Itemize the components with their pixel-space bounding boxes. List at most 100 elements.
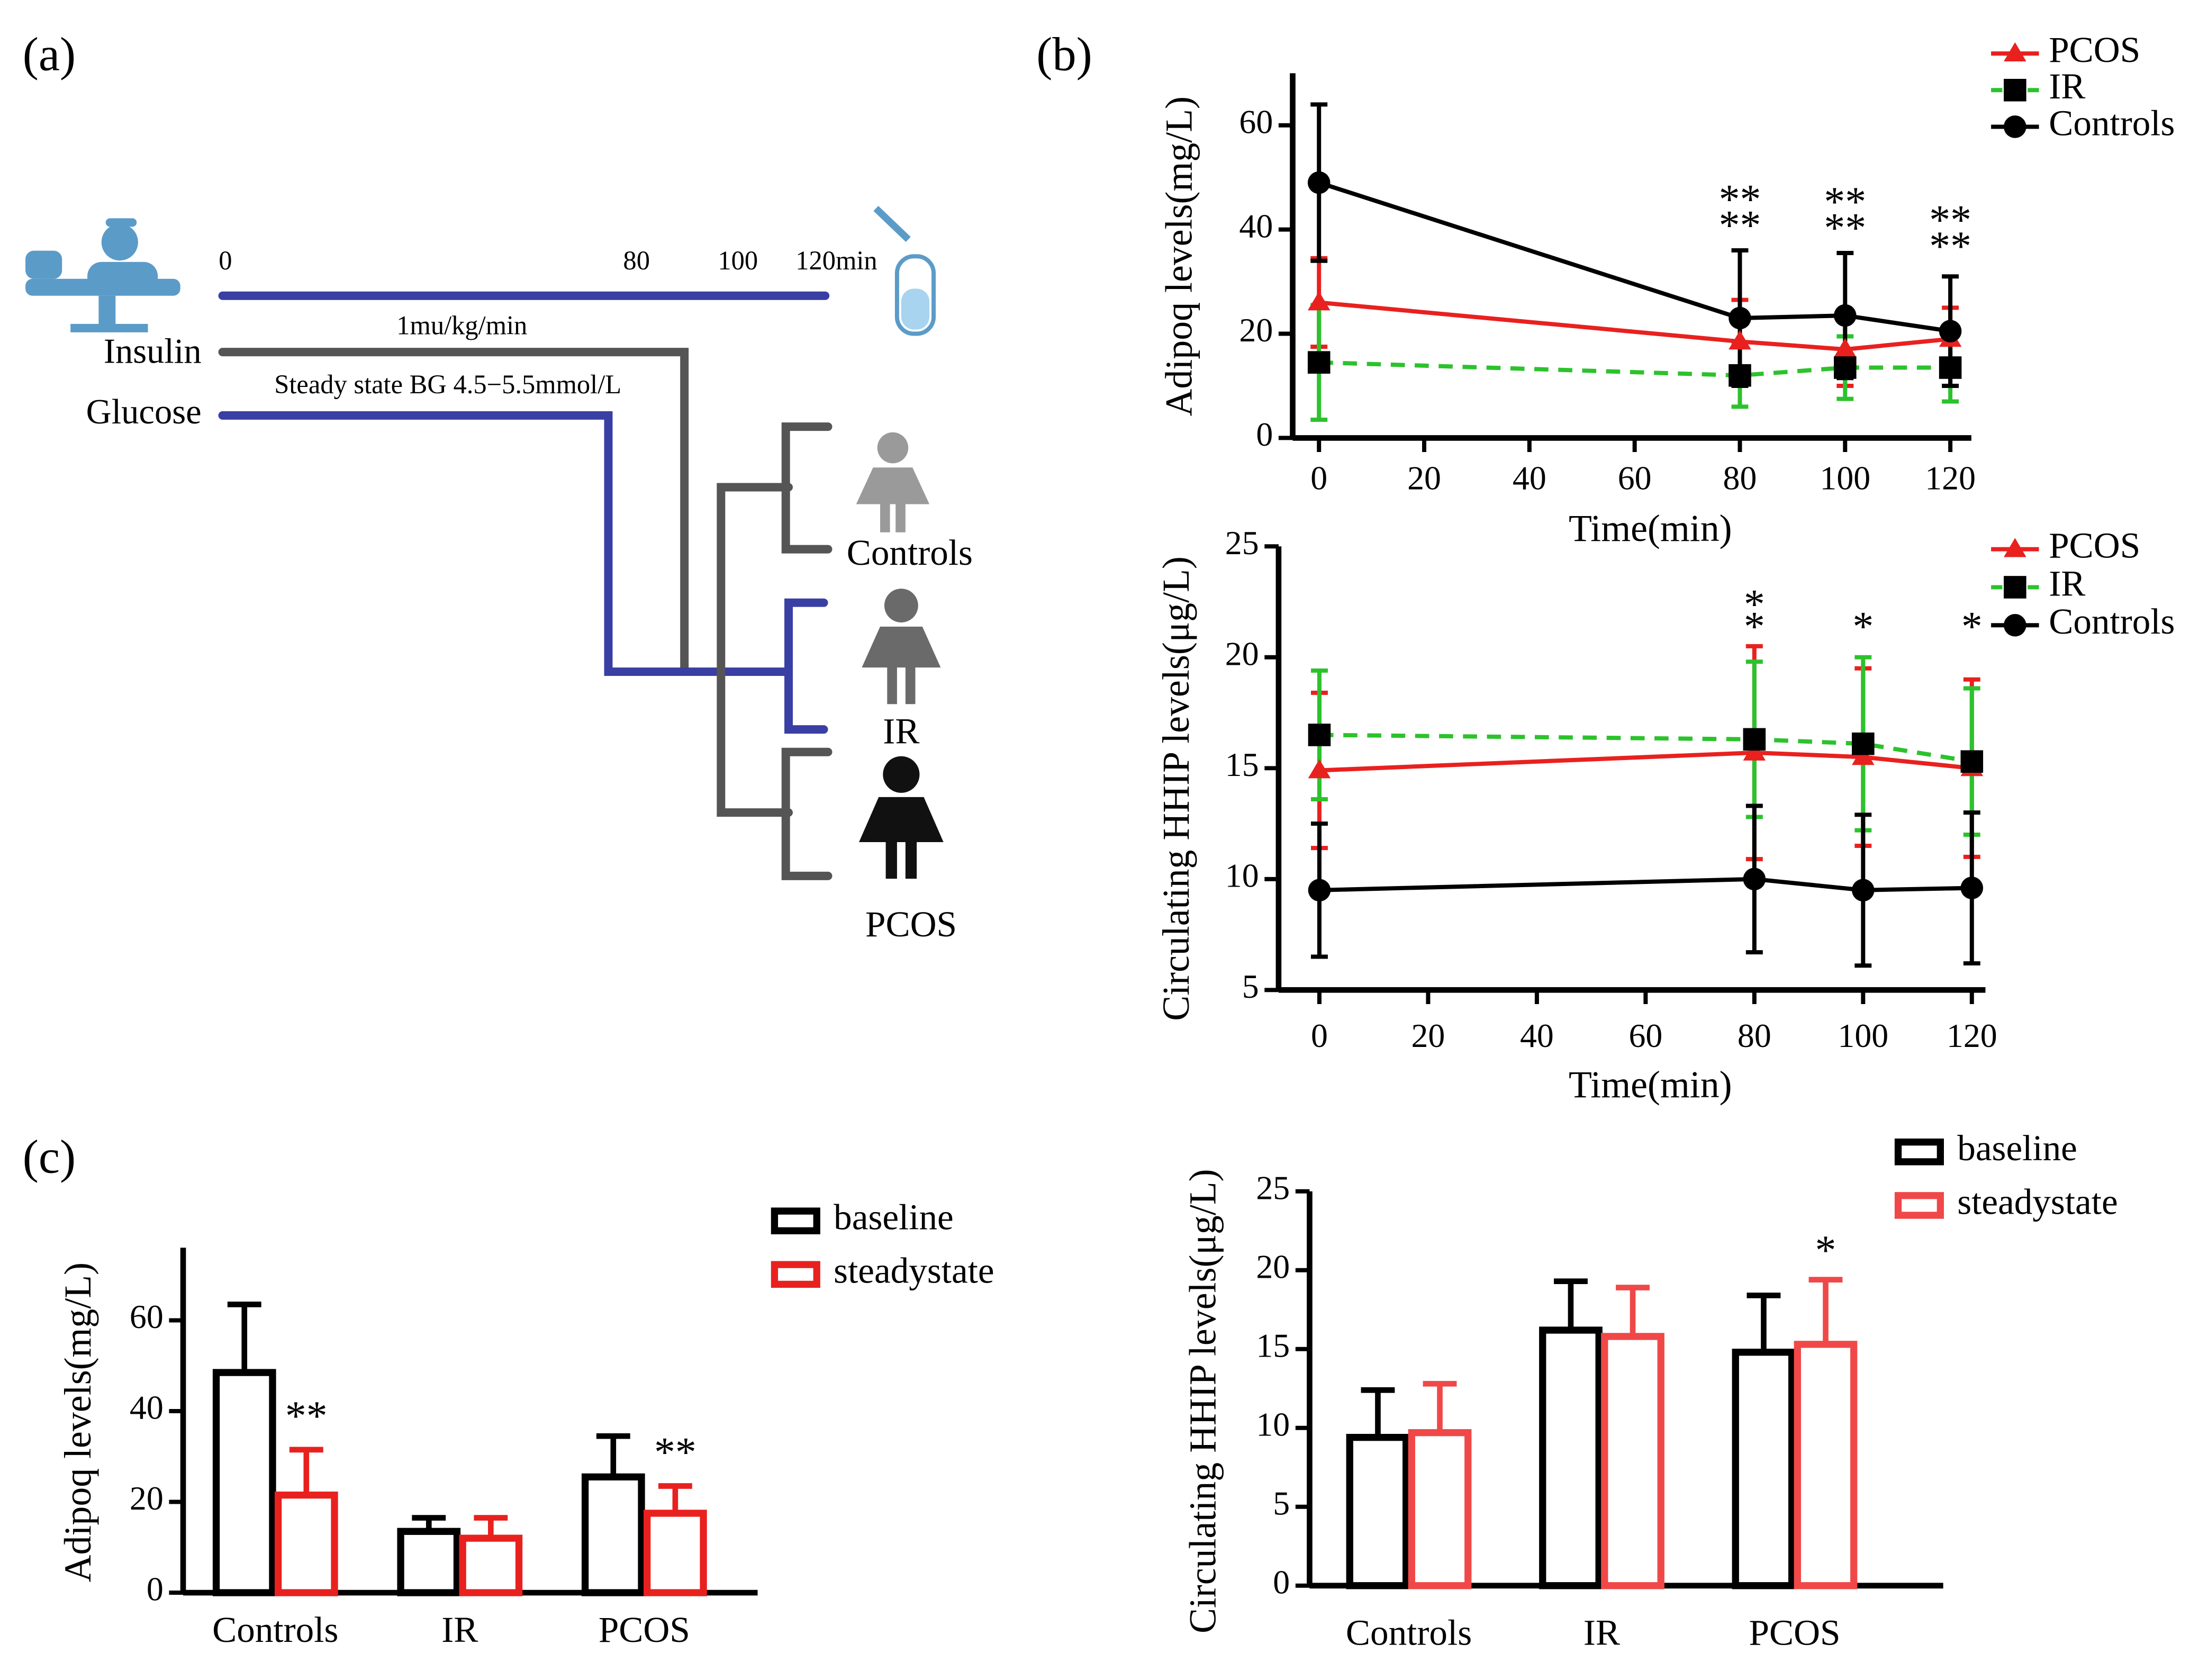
marker — [1308, 759, 1331, 779]
time-label: 120min — [795, 246, 877, 275]
x-tick-label: 40 — [1513, 459, 1546, 497]
marker — [2004, 42, 2026, 61]
y-tick-label: 20 — [1256, 1248, 1290, 1285]
time-label: 100 — [718, 246, 758, 275]
bar — [1732, 1349, 1796, 1589]
legend-label: IR — [2049, 66, 2086, 106]
annotation: ** — [1929, 223, 1971, 269]
x-tick-label: IR — [441, 1609, 478, 1650]
steady-label: Steady state BG 4.5−5.5mmol/L — [274, 369, 621, 399]
y-axis-label: Circulating HHIP levels(μg/L) — [1182, 1169, 1224, 1633]
y-axis-label: Circulating HHIP levels(μg/L) — [1155, 556, 1197, 1021]
y-tick-label: 40 — [130, 1389, 164, 1426]
y-axis-label: Adipoq levels(mg/L) — [57, 1262, 99, 1582]
bar — [397, 1528, 461, 1596]
y-tick-label: 0 — [147, 1570, 164, 1608]
marker — [2004, 613, 2026, 637]
y-tick-label: 15 — [1225, 746, 1259, 783]
y-tick-label: 10 — [1225, 856, 1259, 894]
marker — [1729, 364, 1751, 387]
y-tick-label: 5 — [1273, 1484, 1290, 1522]
series-line — [1319, 877, 1972, 892]
legend-label: baseline — [1957, 1127, 2077, 1168]
patient-icon — [25, 218, 180, 332]
annotation: ** — [1719, 176, 1761, 223]
annotation: * — [1744, 581, 1765, 628]
annotation: * — [1815, 1227, 1836, 1273]
bar — [644, 1510, 707, 1596]
marker — [1960, 877, 1984, 899]
time-label: 0 — [219, 246, 232, 275]
diagram: 0 80 100 120min 1mu/kg/min Insulin Stead… — [25, 205, 973, 944]
x-tick-label: 60 — [1628, 1017, 1662, 1054]
x-tick-label: 20 — [1411, 1017, 1445, 1054]
x-tick-label: PCOS — [1749, 1612, 1840, 1652]
annotation: ** — [1719, 202, 1761, 249]
x-tick-label: 20 — [1407, 459, 1441, 497]
legend-label: PCOS — [2049, 525, 2140, 565]
x-tick-label: 60 — [1618, 459, 1652, 497]
marker — [1307, 171, 1331, 194]
bar — [274, 1491, 338, 1596]
y-axis-label: Adipoq levels(mg/L) — [1157, 96, 1200, 416]
legend-label: steadystate — [834, 1250, 994, 1291]
bar — [459, 1534, 523, 1596]
marker — [1852, 879, 1875, 902]
y-tick-label: 25 — [1256, 1169, 1290, 1206]
legend-label: Controls — [2049, 102, 2175, 143]
x-tick-label: Controls — [1346, 1612, 1472, 1652]
series-line — [1318, 300, 1951, 352]
x-tick-label: 80 — [1738, 1017, 1771, 1054]
legend-label: Controls — [2049, 601, 2175, 642]
series-line — [1319, 733, 1972, 764]
legend-swatch — [1894, 1139, 1944, 1166]
legend-swatch — [1894, 1192, 1944, 1219]
y-tick-label: 20 — [130, 1479, 164, 1517]
y-tick-label: 5 — [1242, 968, 1259, 1005]
time-label: 80 — [623, 246, 650, 275]
x-tick-label: PCOS — [599, 1609, 690, 1650]
x-tick-label: 0 — [1311, 1017, 1328, 1054]
marker — [1852, 746, 1875, 765]
marker — [1308, 879, 1331, 902]
y-tick-label: 10 — [1256, 1405, 1290, 1443]
x-axis-label: Time(min) — [1569, 1063, 1732, 1106]
marker — [2004, 538, 2026, 557]
marker — [1834, 338, 1857, 357]
y-tick-label: 0 — [1273, 1563, 1290, 1601]
y-tick-label: 60 — [130, 1298, 164, 1335]
marker — [1743, 868, 1766, 891]
bar — [1346, 1433, 1410, 1589]
y-tick-label: 40 — [1239, 207, 1273, 245]
y-tick-label: 60 — [1239, 103, 1273, 140]
bar — [1601, 1333, 1664, 1589]
panel-label: (b) — [1036, 27, 1092, 80]
tube-icon — [873, 205, 936, 336]
marker — [1939, 320, 1962, 342]
series-line — [1319, 750, 1972, 773]
marker — [1307, 351, 1331, 374]
bar — [1408, 1429, 1472, 1589]
marker — [1307, 291, 1331, 311]
series-line — [1318, 180, 1951, 333]
annotation: * — [1852, 603, 1874, 650]
legend-label: PCOS — [2049, 29, 2140, 70]
marker — [2004, 576, 2026, 599]
legend-label: baseline — [834, 1197, 954, 1238]
bar — [212, 1369, 276, 1596]
marker — [1834, 356, 1857, 379]
bar — [1794, 1341, 1858, 1589]
x-axis-label: Time(min) — [1569, 507, 1732, 549]
protocol-lines — [218, 291, 832, 880]
legend-swatch — [771, 1207, 820, 1234]
group-label: PCOS — [865, 904, 957, 944]
y-tick-label: 25 — [1225, 524, 1259, 562]
insulin-label: Insulin — [104, 332, 202, 371]
x-tick-label: 80 — [1723, 459, 1757, 497]
x-tick-label: 0 — [1310, 459, 1327, 497]
x-tick-label: 100 — [1820, 459, 1870, 497]
y-tick-label: 15 — [1256, 1326, 1290, 1364]
legend-label: IR — [2049, 563, 2086, 603]
